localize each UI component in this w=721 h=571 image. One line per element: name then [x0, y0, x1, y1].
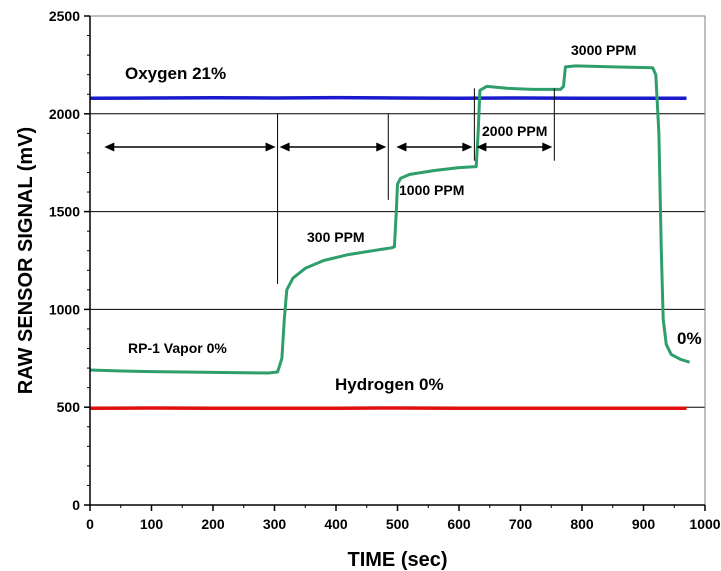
ppm-1000-label: 1000 PPM	[399, 182, 464, 198]
hydrogen-label: Hydrogen 0%	[335, 375, 444, 394]
x-tick-label-600: 600	[447, 516, 471, 532]
y-tick-label-2500: 2500	[49, 8, 80, 24]
x-tick-label-400: 400	[324, 516, 348, 532]
arrowhead-right-2	[462, 142, 473, 152]
arrowhead-right-3	[542, 142, 553, 152]
x-tick-label-100: 100	[140, 516, 164, 532]
y-tick-label-2000: 2000	[49, 106, 80, 122]
axes	[84, 15, 706, 511]
arrowhead-right-0	[265, 142, 276, 152]
y-tick-label-1000: 1000	[49, 301, 80, 317]
x-tick-label-900: 900	[632, 516, 656, 532]
arrowhead-left-1	[279, 142, 290, 152]
arrowhead-left-2	[396, 142, 407, 152]
oxygen-series-line	[89, 95, 687, 100]
y-tick-label-1500: 1500	[49, 204, 80, 220]
x-tick-label-200: 200	[201, 516, 225, 532]
y-axis-title: RAW SENSOR SIGNAL (mV)	[15, 127, 37, 394]
x-tick-label-700: 700	[509, 516, 533, 532]
x-axis-title: TIME (sec)	[347, 549, 447, 571]
zero-percent-label: 0%	[677, 329, 702, 348]
x-tick-label-500: 500	[386, 516, 410, 532]
arrowhead-right-1	[376, 142, 387, 152]
x-tick-label-0: 0	[86, 516, 94, 532]
interval-markers	[104, 88, 555, 284]
rp1-vapor-label: RP-1 Vapor 0%	[128, 340, 227, 356]
arrowhead-left-0	[104, 142, 115, 152]
x-tick-label-800: 800	[570, 516, 594, 532]
plot-border	[89, 15, 706, 506]
ppm-300-label: 300 PPM	[307, 229, 365, 245]
annotations: Oxygen 21% Hydrogen 0% RP-1 Vapor 0% 300 PP…	[125, 42, 702, 394]
y-tick-label-500: 500	[57, 399, 81, 415]
x-tick-label-1000: 1000	[689, 516, 720, 532]
tick-labels: 0 500 1000 1500 2000 2500 0 100 200 300 400 500 600 7…	[49, 8, 721, 532]
series-group	[89, 64, 691, 410]
y-tick-label-0: 0	[72, 497, 80, 513]
ppm-2000-label: 2000 PPM	[482, 123, 547, 139]
ppm-3000-label: 3000 PPM	[571, 42, 636, 58]
rp1-vapor-series-line	[89, 64, 691, 375]
arrowhead-left-3	[476, 142, 487, 152]
oxygen-label: Oxygen 21%	[125, 64, 226, 83]
x-tick-label-300: 300	[263, 516, 287, 532]
